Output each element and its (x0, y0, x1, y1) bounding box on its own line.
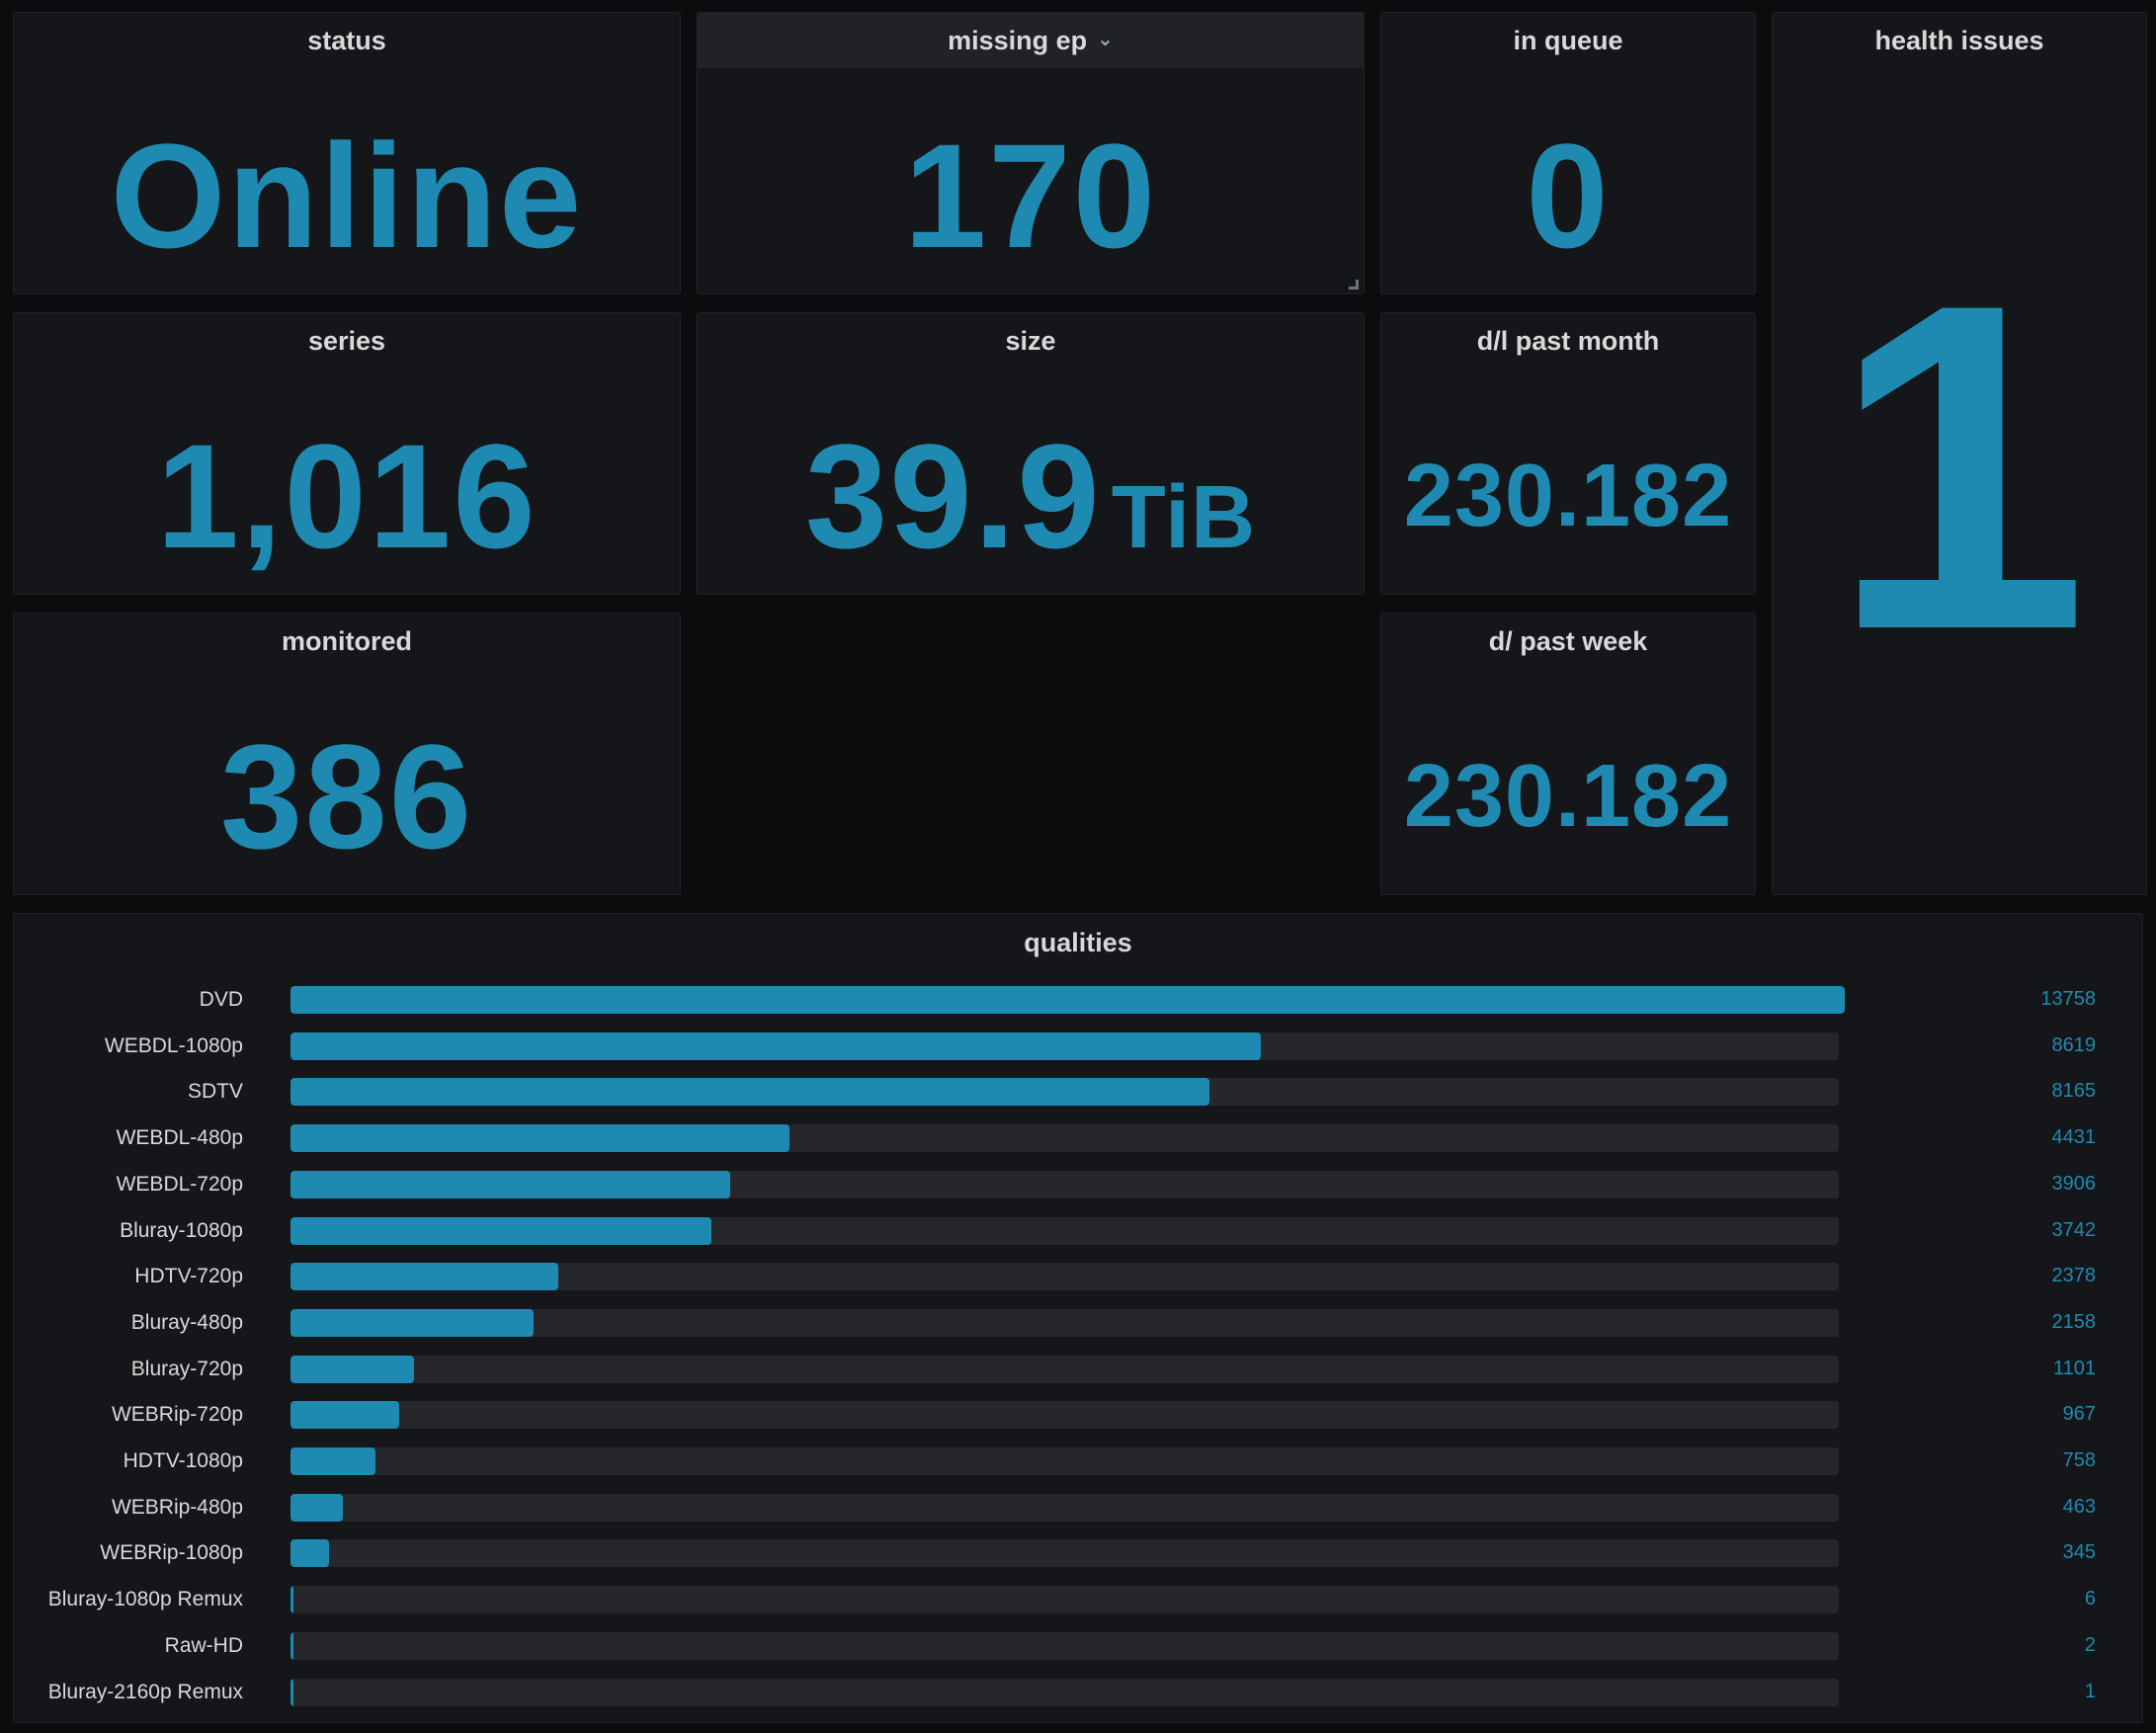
missing-ep-title-text: missing ep (948, 26, 1088, 55)
bar-track (290, 1355, 1839, 1383)
bar-track (290, 1447, 1839, 1475)
bar-value-label: 1 (2084, 1680, 2096, 1702)
bar (290, 1401, 400, 1430)
qualities-bar-chart: DVD 13758 WEBDL-1080p 8619 SDTV 8165 WEBDL-480… (14, 914, 2142, 1722)
series-title: series (307, 326, 386, 356)
bar-value-label: 13758 (2040, 988, 2096, 1010)
status-title: status (307, 26, 386, 55)
bar (290, 1678, 293, 1706)
bar-label: Raw-HD (164, 1633, 243, 1657)
health-issues-title: health issues (1874, 26, 2044, 55)
chevron-down-icon[interactable]: ⌄ (1097, 28, 1114, 50)
bar-value-label: 1101 (2052, 1357, 2096, 1379)
bar-label: HDTV-1080p (123, 1449, 243, 1472)
missing-ep-panel[interactable]: missing ep ⌄ 170 (697, 12, 1365, 294)
in-queue-title: in queue (1513, 26, 1623, 55)
qualities-panel: qualities DVD 13758 WEBDL-1080p 8619 SDTV 816… (13, 913, 2143, 1723)
bar (290, 1078, 1209, 1107)
bar-value-label: 4431 (2051, 1126, 2097, 1149)
bar (290, 1263, 558, 1291)
bar-value-label: 758 (2062, 1449, 2096, 1471)
bar-label: WEBRip-1080p (100, 1541, 243, 1565)
bar-label: WEBDL-1080p (104, 1033, 243, 1057)
in-queue-panel: in queue 0 (1380, 12, 1756, 294)
bar-track (290, 1263, 1839, 1291)
bar (290, 1124, 789, 1153)
dl-past-month-value: 230.182 (1403, 447, 1733, 545)
dl-past-month-panel: d/l past month 230.182 (1380, 312, 1756, 595)
bar-label: WEBDL-720p (116, 1172, 243, 1196)
bar-value-label: 2158 (2051, 1310, 2097, 1333)
bar (290, 1032, 1261, 1060)
series-value: 1,016 (156, 413, 538, 579)
monitored-title: monitored (282, 626, 412, 656)
health-issues-value: 1 (1830, 207, 2089, 726)
bar-value-label: 3906 (2051, 1172, 2097, 1195)
missing-ep-title[interactable]: missing ep ⌄ (698, 13, 1364, 68)
bar-label: Bluray-480p (130, 1310, 243, 1334)
dl-past-week-title: d/ past week (1488, 626, 1648, 656)
size-stat: 39.9 TiB (698, 402, 1364, 594)
bar-label: Bluray-2160p Remux (47, 1680, 243, 1703)
bar-value-label: 2 (2084, 1633, 2096, 1656)
bar-label: SDTV (187, 1080, 243, 1104)
bar-value-label: 3742 (2051, 1218, 2097, 1241)
bar-label: Bluray-1080p (120, 1218, 243, 1242)
size-panel: size 39.9 TiB (697, 312, 1365, 595)
bar-track (290, 1493, 1839, 1522)
bar-track (290, 1401, 1839, 1430)
bar-track (290, 1631, 1839, 1660)
bar-track (290, 1586, 1839, 1614)
qualities-title: qualities (1024, 928, 1132, 957)
bar-track (290, 986, 1845, 1014)
bar-label: WEBRip-480p (111, 1495, 243, 1519)
bar-value-label: 8165 (2051, 1080, 2097, 1103)
bar-track (290, 1308, 1839, 1337)
bar-track (290, 1216, 1839, 1245)
bar (290, 1586, 293, 1614)
bar-track (290, 1078, 1839, 1107)
bar (290, 1170, 730, 1198)
bar-value-label: 2378 (2051, 1265, 2097, 1287)
status-value: Online (110, 113, 584, 279)
size-value: 39.9 (804, 413, 1102, 579)
series-panel: series 1,016 (13, 312, 681, 595)
bar-track (290, 1539, 1839, 1568)
bar-label: Bluray-1080p Remux (47, 1588, 243, 1611)
bar-track (290, 1032, 1839, 1060)
bar-track (290, 1124, 1839, 1153)
size-title: size (1005, 326, 1056, 356)
bar (290, 986, 1845, 1014)
bar (290, 1216, 712, 1245)
dl-past-month-title: d/l past month (1476, 326, 1660, 356)
monitored-value: 386 (219, 713, 474, 879)
bar (290, 1493, 343, 1522)
health-issues-panel: health issues 1 (1772, 12, 2147, 895)
resize-handle-icon[interactable] (1349, 280, 1359, 289)
bar-label: WEBDL-480p (116, 1126, 243, 1150)
dl-past-week-value: 230.182 (1403, 747, 1733, 846)
missing-ep-value: 170 (903, 113, 1158, 279)
monitored-panel: monitored 386 (13, 613, 681, 895)
bar-value-label: 345 (2062, 1541, 2096, 1564)
dl-past-week-panel: d/ past week 230.182 (1380, 613, 1756, 895)
bar-value-label: 967 (2062, 1403, 2096, 1426)
bar (290, 1355, 415, 1383)
bar-label: DVD (199, 988, 243, 1011)
bar-track (290, 1678, 1839, 1706)
bar (290, 1447, 376, 1475)
bar-value-label: 8619 (2051, 1033, 2097, 1056)
bar-label: HDTV-720p (134, 1265, 243, 1288)
bar-value-label: 6 (2084, 1588, 2096, 1610)
bar (290, 1308, 534, 1337)
in-queue-value: 0 (1526, 113, 1611, 279)
bar (290, 1631, 293, 1660)
bar (290, 1539, 330, 1568)
bar-track (290, 1170, 1839, 1198)
bar-value-label: 463 (2062, 1495, 2096, 1518)
status-panel: status Online (13, 12, 681, 294)
bar-label: WEBRip-720p (111, 1403, 243, 1427)
size-unit: TiB (1111, 468, 1257, 567)
bar-label: Bluray-720p (130, 1357, 243, 1380)
